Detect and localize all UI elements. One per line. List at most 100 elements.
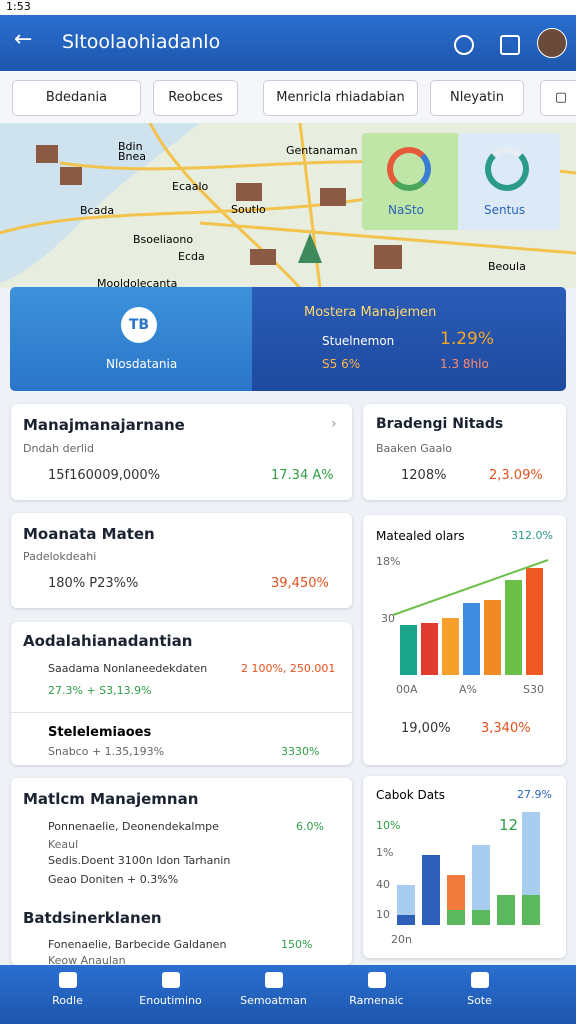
map-label: Mooldolecanta — [97, 277, 178, 290]
bar — [442, 618, 459, 675]
card[interactable]: Matlcm Manajemnan Ponnenaelie, Deonendek… — [11, 778, 352, 967]
chip[interactable]: Reobces — [153, 80, 238, 116]
card-title: Matlcm Manajemnan — [23, 790, 199, 808]
card-value: 15f160009,000% — [48, 468, 161, 483]
card-item-value: 6.0% — [296, 820, 324, 833]
card-value: 27.9% — [517, 788, 552, 801]
banner-row-value: 1.29% — [440, 329, 495, 349]
chart-card[interactable]: Cabok Dats 27.9% 10% 12 1% 40 10 20n — [363, 776, 566, 958]
card-title: Cabok Dats — [376, 788, 446, 802]
card-subtitle: Padelokdeahi — [23, 550, 97, 563]
nav-label: Rodle — [52, 994, 83, 1007]
chip[interactable]: Bdedania — [12, 80, 141, 116]
nav-label: Semoatman — [240, 994, 307, 1007]
bar — [526, 568, 543, 675]
bar — [400, 625, 417, 675]
card-line-value: 3330% — [281, 745, 320, 758]
card-title: Matealed olars — [376, 529, 465, 543]
footer-change: 3,340% — [481, 721, 531, 736]
nav-item[interactable]: Semoatman — [226, 972, 321, 1007]
overlay-label: NaSto — [388, 203, 424, 217]
avatar[interactable] — [537, 28, 567, 58]
card-item: Keow Anaulan — [48, 954, 126, 967]
bar-segment — [472, 845, 490, 910]
card-item: Geao Doniten + 0.3%% — [48, 873, 179, 886]
x-label: S30 — [523, 683, 544, 696]
map-label: Bnea — [118, 150, 147, 163]
bar — [421, 623, 438, 675]
back-button[interactable]: ← — [14, 27, 33, 52]
nav-item[interactable]: Sote — [432, 972, 527, 1007]
bar — [505, 580, 522, 675]
chip[interactable]: Menricla rhiadabian — [263, 80, 418, 116]
y-label: 1% — [376, 846, 394, 859]
banner-label: Nlosdatania — [106, 357, 178, 371]
nav-item[interactable]: Enoutimino — [123, 972, 218, 1007]
card-line: Saadama Nonlaneedekdaten — [48, 662, 208, 675]
x-label: A% — [459, 683, 477, 696]
bar-chart — [397, 812, 540, 925]
map-label: Ecda — [178, 250, 205, 263]
banner-row-value: 1.3 8hlo — [440, 357, 489, 371]
card-change: 39,450% — [271, 576, 329, 591]
card-line: Snabco + 1.35,193% — [48, 745, 165, 758]
chart-card[interactable]: Matealed olars 312.0% 18% 30 00A A% S30 … — [363, 515, 566, 765]
settings-icon[interactable] — [454, 35, 474, 55]
chart-label: 12 — [499, 816, 519, 834]
trend-line — [392, 559, 549, 616]
card-title: Moanata Maten — [23, 525, 155, 543]
card[interactable]: Aodalahianadantian Saadama Nonlaneedekda… — [11, 622, 352, 765]
nav-icon — [264, 972, 283, 988]
footer-value: 19,00% — [401, 721, 451, 736]
y-label: 40 — [376, 878, 390, 891]
map-label: Bcada — [80, 204, 115, 217]
bar-segment — [422, 855, 440, 925]
map-label: Ecaalo — [172, 180, 209, 193]
nav-item[interactable]: Rodle — [20, 972, 115, 1007]
nav-icon — [161, 972, 180, 988]
nav-icon — [470, 972, 489, 988]
bar-segment — [522, 812, 540, 895]
overlay-label: Sentus — [484, 203, 526, 217]
map-overlay-card[interactable]: Sentus — [458, 133, 560, 230]
y-label: 10 — [376, 908, 390, 921]
card-item: Sedis.Doent 3100n Idon Tarhanin — [48, 854, 231, 867]
y-label: 30 — [381, 612, 395, 625]
header: ← Sltoolaohiadanlo — [0, 15, 576, 71]
map-label: Soutlo — [231, 203, 266, 216]
banner-left[interactable]: TB Nlosdatania — [10, 287, 252, 391]
nav-label: Ramenaic — [349, 994, 404, 1007]
card-title: Bradengi Nitads — [376, 416, 504, 432]
map-label: Bsoeliaono — [133, 233, 194, 246]
bar-segment — [472, 910, 490, 925]
card-subtitle: Batdsinerklanen — [23, 909, 162, 927]
map-overlay-card[interactable]: NaSto — [362, 133, 458, 230]
donut-icon — [387, 147, 431, 191]
x-label: 00A — [396, 683, 418, 696]
card[interactable]: Manajmanajarnane Dndah derlid 15f160009,… — [11, 404, 352, 500]
donut-icon — [485, 147, 529, 191]
header-title: Sltoolaohiadanlo — [62, 31, 221, 53]
chip[interactable]: ▢ — [540, 80, 576, 116]
chip[interactable]: Nleyatin — [430, 80, 524, 116]
card[interactable]: Bradengi Nitads Baaken Gaalo 1208% 2,3.0… — [363, 404, 566, 500]
bar-segment — [522, 895, 540, 925]
nav-item[interactable]: Ramenaic — [329, 972, 424, 1007]
edit-icon[interactable] — [500, 35, 520, 55]
nav-icon — [58, 972, 77, 988]
card-subtitle: Baaken Gaalo — [376, 442, 453, 455]
card-subtitle: Stelelemiaoes — [48, 725, 152, 740]
y-label: 18% — [376, 555, 401, 568]
card-value: 180% P23%% — [48, 576, 139, 591]
card-item: Ponnenaelie, Deonendekalmpe — [48, 820, 219, 833]
banner-right[interactable]: Mostera Manajemen Stuelnemon 1.29% S5 6%… — [252, 287, 566, 391]
nav-icon — [367, 972, 386, 988]
card[interactable]: Moanata Maten Padelokdeahi 180% P23%% 39… — [11, 513, 352, 608]
bar — [463, 603, 480, 675]
bar-chart — [392, 559, 549, 675]
nav-label: Sote — [467, 994, 492, 1007]
status-bar: 1:53 — [0, 0, 576, 15]
banner-icon: TB — [121, 307, 157, 343]
card-value: 1208% — [401, 468, 447, 483]
